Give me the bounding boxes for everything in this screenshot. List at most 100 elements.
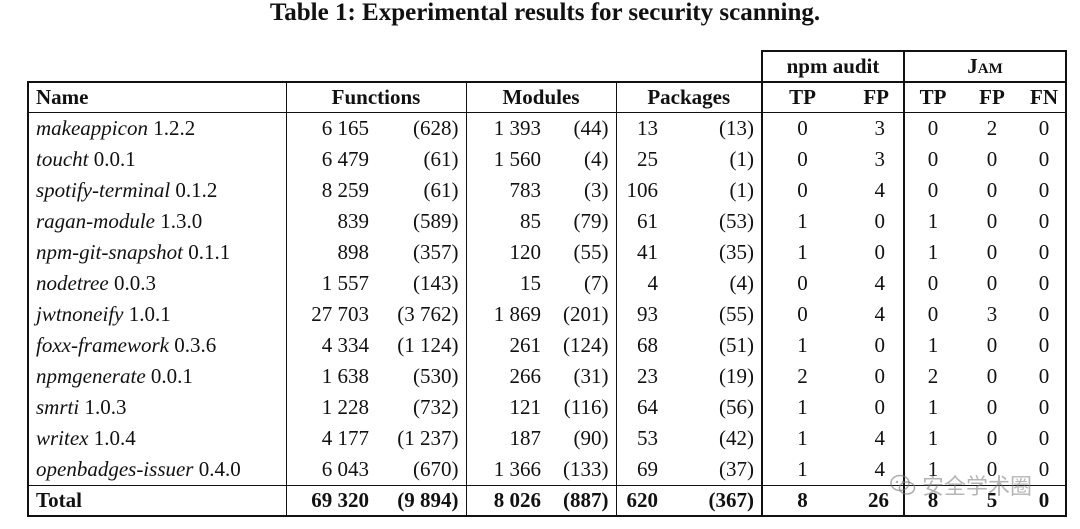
cell-packages: 106 bbox=[615, 175, 670, 206]
cell-functions: 1 557 bbox=[285, 268, 376, 299]
cell-modules: 1 366 bbox=[465, 454, 548, 486]
cell-jam-fn: 0 bbox=[1023, 175, 1067, 206]
cell-jam-tp: 1 bbox=[903, 423, 961, 454]
package-name: smrti bbox=[36, 395, 80, 419]
header-jam-fn: FN bbox=[1023, 81, 1067, 113]
cell-functions-paren: (628) bbox=[413, 116, 459, 140]
cell-name: makeappicon 1.2.2 bbox=[27, 112, 286, 144]
table-row: npm-git-snapshot 0.1.1 898 (357) 120 (55) 41(… bbox=[27, 237, 1067, 268]
cell-functions-paren: (589) bbox=[413, 209, 459, 233]
cell-npm-fp: 0 bbox=[874, 333, 886, 357]
cell-functions-paren: (670) bbox=[376, 454, 466, 486]
total-packages-paren: (367) bbox=[670, 485, 762, 517]
cell-npm-tp: 0 bbox=[761, 299, 842, 330]
header-npm-fp: FP bbox=[842, 81, 904, 113]
cell-packages-paren: (1) bbox=[729, 147, 755, 171]
cell-name: nodetree 0.0.3 bbox=[27, 268, 286, 299]
cell-modules: 261 bbox=[465, 330, 548, 361]
cell-jam-fp: 0 bbox=[986, 364, 998, 388]
header-jam-tp: TP bbox=[903, 81, 961, 113]
cell-npm-fp: 4 bbox=[874, 426, 886, 450]
header-modules: Modules bbox=[465, 81, 616, 113]
cell-packages-paren: (42) bbox=[719, 426, 754, 450]
cell-jam-fp: 0 bbox=[986, 240, 998, 264]
cell-jam-tp: 0 bbox=[903, 268, 961, 299]
cell-functions: 1 228 bbox=[285, 392, 376, 423]
cell-modules-paren: (201) bbox=[563, 302, 609, 326]
total-row: Total 69 320 (9 894) 8 026 (887) 620 (367) 8 26 8… bbox=[27, 485, 1067, 517]
cell-functions-paren: (530) bbox=[413, 364, 459, 388]
cell-jam-fp: 0 bbox=[961, 454, 1023, 486]
cell-npm-tp: 1 bbox=[761, 330, 842, 361]
cell-functions-paren: (732) bbox=[413, 395, 459, 419]
cell-npm-tp: 1 bbox=[761, 454, 842, 486]
total-jam-tp: 8 bbox=[903, 485, 961, 517]
cell-jam-fp: 0 bbox=[986, 395, 998, 419]
cell-jam-tp: 1 bbox=[903, 454, 961, 486]
package-version: 0.1.2 bbox=[175, 178, 218, 202]
table-row: nodetree 0.0.3 1 557 (143) 15 (7) 4 (4) 0 4 0 0 0 bbox=[27, 268, 1067, 299]
cell-jam-tp: 0 bbox=[903, 144, 961, 175]
cell-functions-paren: (143) bbox=[413, 271, 459, 295]
cell-modules: 266 bbox=[465, 361, 548, 392]
cell-npm-tp: 0 bbox=[761, 144, 842, 175]
cell-jam-fn: 0 bbox=[1023, 112, 1067, 144]
cell-jam-fp: 0 bbox=[986, 271, 998, 295]
table-row: ragan-module 1.3.0 839 (589) 85 (79) 61 (53) 1 0… bbox=[27, 206, 1067, 237]
cell-modules-paren: (55) bbox=[573, 240, 609, 264]
cell-npm-fp: 4 bbox=[874, 302, 886, 326]
cell-functions: 839 bbox=[285, 206, 376, 237]
package-name: nodetree bbox=[36, 271, 109, 295]
results-table: npm audit Jam Name Functions Modules Pac… bbox=[27, 50, 1067, 517]
cell-jam-fn: 0 bbox=[1023, 144, 1067, 175]
total-jam-fp: 5 bbox=[961, 485, 1023, 517]
table-row: openbadges-issuer 0.4.0 6 043 (670) 1 366 (1… bbox=[27, 454, 1067, 486]
cell-packages: 61 bbox=[615, 206, 670, 237]
header-name: Name bbox=[27, 81, 286, 113]
cell-functions-paren: (61) bbox=[423, 178, 459, 202]
package-version: 1.0.4 bbox=[93, 426, 136, 450]
cell-packages: 41 bbox=[615, 237, 670, 268]
cell-modules: 783 bbox=[465, 175, 548, 206]
cell-jam-fn: 0 bbox=[1023, 423, 1067, 454]
cell-functions: 6 479 bbox=[285, 144, 376, 175]
cell-modules: 1 560 bbox=[465, 144, 548, 175]
package-version: 1.0.3 bbox=[84, 395, 127, 419]
cell-name: jwtnoneify 1.0.1 bbox=[27, 299, 286, 330]
cell-modules: 1 869 bbox=[465, 299, 548, 330]
cell-jam-fn: 0 bbox=[1023, 392, 1067, 423]
cell-jam-fn: 0 bbox=[1023, 206, 1067, 237]
cell-functions: 8 259 bbox=[285, 175, 376, 206]
total-modules-paren: (887) bbox=[548, 485, 616, 517]
cell-jam-fn: 0 bbox=[1023, 454, 1067, 486]
cell-jam-fp: 0 bbox=[986, 426, 998, 450]
package-name: toucht bbox=[36, 147, 89, 171]
cell-npm-fp: 4 bbox=[874, 178, 886, 202]
cell-modules-paren: (7) bbox=[584, 271, 609, 295]
cell-packages: 93 bbox=[615, 299, 670, 330]
group-jam: Jam bbox=[904, 50, 1067, 82]
table-title: Table 1: Experimental results for securi… bbox=[269, 0, 821, 26]
cell-functions-paren: (3 762) bbox=[397, 302, 459, 326]
cell-npm-tp: 1 bbox=[761, 237, 842, 268]
cell-modules-paren: (90) bbox=[573, 426, 609, 450]
package-version: 1.2.2 bbox=[153, 116, 196, 140]
cell-jam-fp: 0 bbox=[986, 333, 998, 357]
cell-jam-tp: 1 bbox=[903, 206, 961, 237]
total-jam-fn: 0 bbox=[1023, 485, 1067, 517]
package-version: 0.4.0 bbox=[198, 457, 241, 481]
cell-npm-tp: 1 bbox=[761, 423, 842, 454]
cell-npm-fp: 0 bbox=[874, 240, 886, 264]
header-packages: Packages bbox=[615, 81, 762, 113]
cell-npm-fp: 3 bbox=[874, 116, 886, 140]
package-name: npmgenerate bbox=[36, 364, 146, 388]
cell-jam-tp: 0 bbox=[903, 112, 961, 144]
package-version: 0.3.6 bbox=[174, 333, 217, 357]
cell-npm-tp: 0 bbox=[761, 268, 842, 299]
cell-name: writex 1.0.4 bbox=[27, 423, 286, 454]
table-row: smrti 1.0.3 1 228 (732) 121 (116) 64 (56) 1 0 1 0 0 bbox=[27, 392, 1067, 423]
cell-packages-paren: (1) bbox=[729, 178, 755, 202]
package-name: jwtnoneify bbox=[36, 302, 124, 326]
cell-npm-tp: 1 bbox=[761, 392, 842, 423]
cell-modules-paren: (3) bbox=[584, 178, 609, 202]
